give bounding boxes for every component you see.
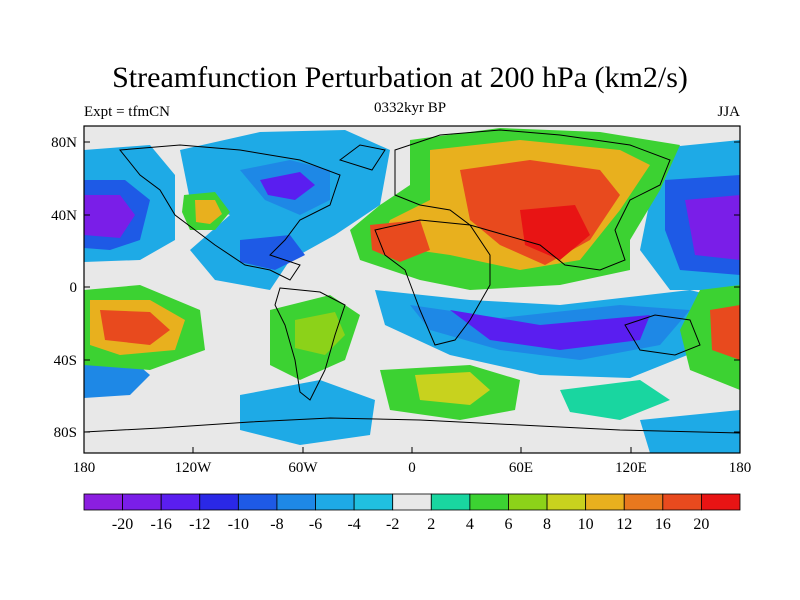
coast-antarctica [84,417,740,434]
lat-tick-80n: 80N [51,135,77,151]
positive-west-north-america-core [195,200,222,224]
colorbar-swatch [353,493,394,511]
lon-tick-0: 0 [408,460,416,476]
positive-tibet-peak [520,205,590,260]
colorbar-label: 16 [655,516,671,533]
contour-field [84,126,740,453]
coast-africa [374,219,491,346]
positive-south-atlantic-core [415,372,490,405]
lon-tick-60w: 60W [288,460,318,476]
axis-ticks [83,141,741,453]
longitude-labels: 180 120W 60W 0 60E 120E 180 [73,460,752,476]
colorbar-label: -12 [189,516,210,533]
negative-antarctic-outer [240,380,375,445]
coast-north-america [119,144,341,281]
colorbar-swatch [430,493,471,511]
lon-tick-120w: 120W [175,460,213,476]
colorbar-swatch [392,493,432,511]
lon-tick-120e: 120E [615,460,647,476]
colorbar-swatch [276,493,316,511]
colorbar-label: -2 [386,516,399,533]
colorbar-label: 20 [693,516,709,533]
colorbar-label: 8 [543,516,551,533]
lon-tick-180-east: 180 [729,460,752,476]
colorbar-swatch [623,493,664,511]
colorbar-swatch [546,493,587,511]
colorbar-label: -8 [270,516,283,533]
colorbar-label: 10 [578,516,594,533]
colorbar: -20 -16 -12 -10 -8 -6 -4 -2 2 4 6 8 10 12 16 20 [83,493,741,533]
lon-tick-180-west: 180 [73,460,96,476]
map-title: Streamfunction Perturbation at 200 hPa (… [112,61,688,94]
colorbar-swatch [315,493,355,511]
colorbar-swatch [237,493,278,511]
negative-canada-core [260,172,315,200]
lon-tick-60e: 60E [509,460,533,476]
colorbar-swatch [83,493,123,511]
colorbar-swatch [122,493,162,511]
season-label: JJA [717,104,740,120]
colorbar-swatch [662,493,702,511]
negative-pacific-east-core [685,195,740,260]
colorbar-swatch [585,493,625,511]
colorbar-label: -16 [151,516,172,533]
positive-indian-ocean-south [560,380,670,420]
colorbar-labels: -20 -16 -12 -10 -8 -6 -4 -2 2 4 6 8 10 12 16 20 [112,516,709,533]
positive-east-pacific-south-core [710,305,740,360]
experiment-label: Expt = tfmCN [84,104,170,120]
colorbar-label: 2 [427,516,435,533]
lat-tick-40n: 40N [51,208,77,224]
colorbar-label: 6 [504,516,512,533]
colorbar-swatch [508,493,548,511]
negative-southern-band-core [450,310,650,350]
colorbar-label: -10 [228,516,249,533]
colorbar-label: -20 [112,516,133,533]
lat-tick-40s: 40S [54,353,77,369]
negative-north-america-outer [180,130,390,290]
colorbar-label: 4 [466,516,474,533]
coast-greenland [338,144,386,171]
colorbar-label: -6 [309,516,322,533]
coast-australia [624,314,701,356]
coast-south-america [274,287,346,401]
colorbar-swatch [160,493,201,511]
lat-tick-80s: 80S [54,425,77,441]
positive-africa-north-core [370,220,430,262]
time-label: 0332kyr BP [373,100,447,116]
positive-south-pacific-core [100,310,170,345]
colorbar-swatches [83,493,741,511]
colorbar-swatch [199,493,239,511]
colorbar-label: -4 [347,516,360,533]
negative-pacific-west-core [84,195,135,238]
latitude-labels: 80N 40N 0 40S 80S [51,135,77,441]
colorbar-label: 12 [616,516,632,533]
coastlines [84,129,740,434]
lat-tick-0: 0 [70,280,78,296]
coast-eurasia [394,129,671,271]
colorbar-swatch [701,493,741,511]
colorbar-swatch [469,493,509,511]
